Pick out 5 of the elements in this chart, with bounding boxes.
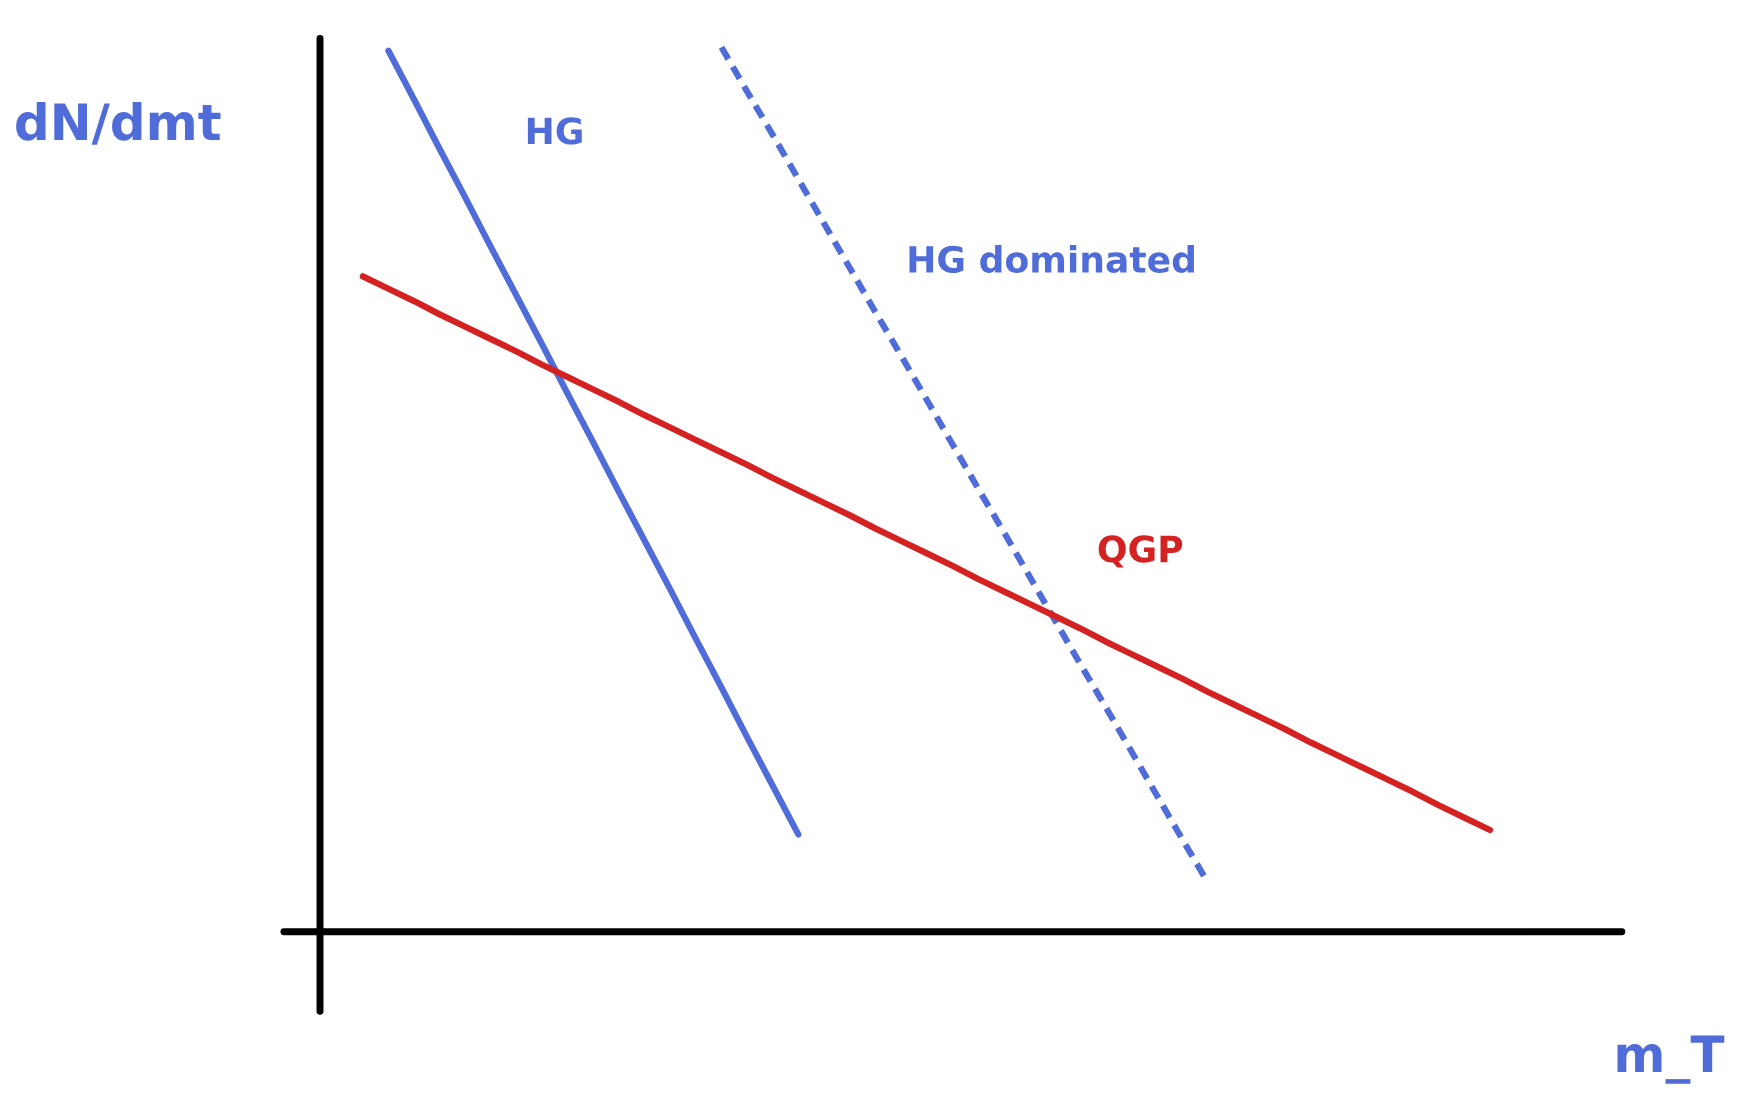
y-axis-title: dN/dmt xyxy=(16,102,221,145)
text: HG xyxy=(527,117,582,145)
series-label: HG dominated xyxy=(909,245,1194,274)
x-axis-title: m_T xyxy=(1617,1035,1725,1084)
series-label: QGP xyxy=(1098,535,1183,568)
